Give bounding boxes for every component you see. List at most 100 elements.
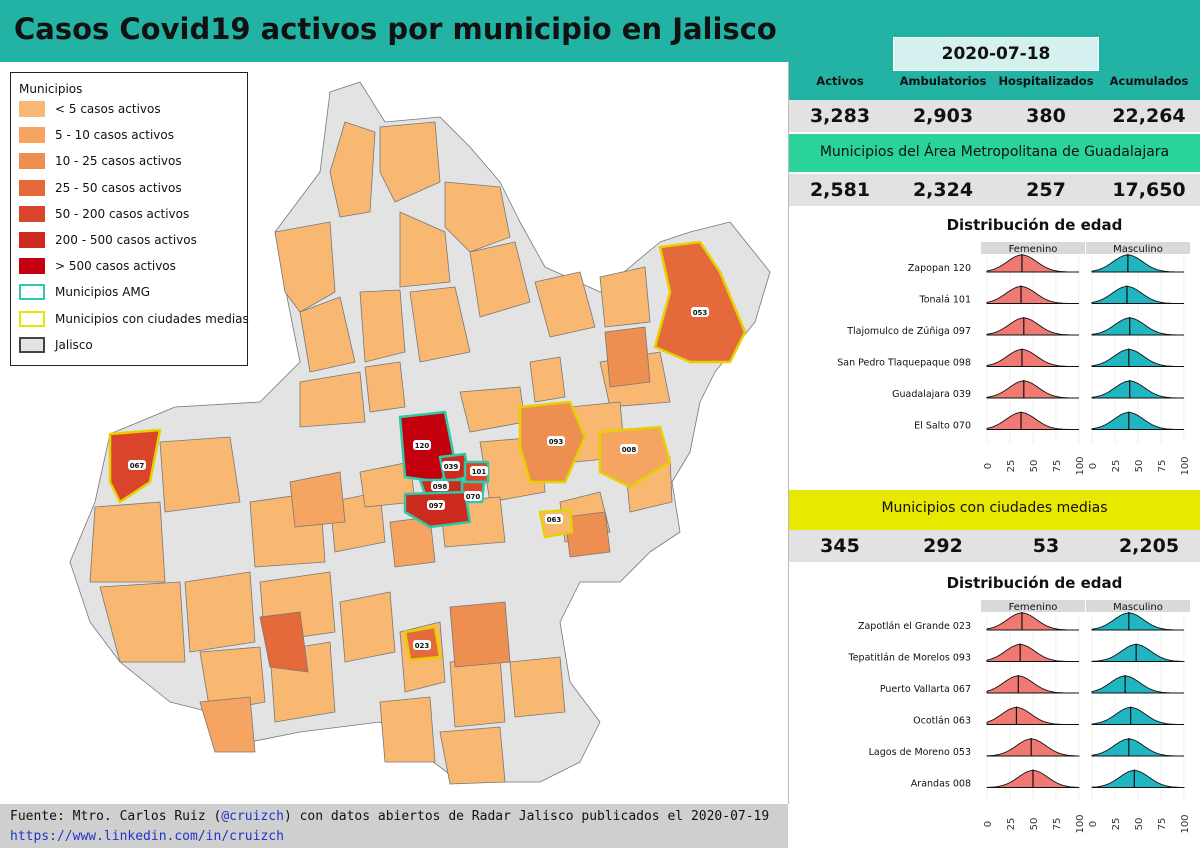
facet-label: Masculino [1113, 244, 1163, 255]
medias-chart-title: Distribución de edad [946, 574, 1123, 592]
map-label-bg [442, 461, 460, 471]
facet-label: Femenino [1009, 602, 1058, 613]
x-tick-label: 75 [1052, 818, 1063, 831]
legend-swatch [19, 310, 45, 327]
jalisco-map[interactable]: 120 039 101 098 070 097 093 008 053 067 063 023 [0, 62, 788, 804]
density-femenino [986, 380, 1079, 399]
density-femenino [986, 317, 1079, 336]
linkedin-link[interactable]: https://www.linkedin.com/in/cruizch [10, 829, 284, 844]
legend-label: 200 - 500 casos activos [55, 233, 197, 247]
legend-swatch [19, 258, 45, 275]
map-region-mid-high [259, 611, 309, 673]
amg-age-chart: Distribución de edad Femenino 0 25 50 75 100 M… [789, 208, 1200, 490]
legend-swatch [19, 284, 45, 301]
amg-activos: 2,581 [809, 179, 871, 201]
row-label: Zapotlán el Grande 023 [858, 621, 971, 632]
facet-strip [1086, 600, 1190, 612]
x-tick-label: 50 [1029, 460, 1040, 473]
density-masculino [1091, 349, 1184, 367]
row-label: Tonalá 101 [919, 295, 971, 306]
map-medium-cities [108, 240, 747, 662]
density-masculino [1091, 254, 1184, 273]
x-tick-label: 25 [1006, 818, 1017, 831]
map-label-008: 008 [622, 446, 637, 454]
map-label-120: 120 [415, 442, 430, 450]
density-masculino [1091, 412, 1184, 430]
row-label: Tepatitlán de Morelos 093 [848, 653, 971, 664]
legend-swatch [19, 336, 45, 353]
medias-band: Municipios con ciudades medias [789, 490, 1200, 530]
row-label: Ocotlán 063 [913, 716, 971, 727]
density-femenino [986, 254, 1079, 273]
footer: Fuente: Mtro. Carlos Ruiz (@cruizch) con… [0, 804, 788, 848]
density-femenino [986, 738, 1080, 757]
x-tick-label: 25 [1006, 460, 1017, 473]
x-tick-label: 100 [1075, 814, 1086, 833]
legend-swatch [19, 205, 45, 222]
map-label-bg [128, 460, 146, 470]
date-label: 2020-07-18 [941, 44, 1051, 64]
medias-acumulados: 2,205 [1118, 535, 1180, 557]
x-tick-label: 100 [1075, 456, 1086, 475]
legend-swatch [19, 101, 45, 117]
map-label-093: 093 [549, 438, 564, 446]
facet-label: Femenino [1009, 244, 1058, 255]
density-masculino [1091, 644, 1185, 662]
density-masculino [1091, 707, 1184, 725]
x-tick-label: 50 [1029, 818, 1040, 831]
header-acumulados: Acumulados [1109, 74, 1189, 88]
density-femenino [986, 412, 1079, 430]
twitter-link[interactable]: @cruizch [221, 809, 284, 824]
map-label-bg [427, 500, 445, 510]
amg-hospitalizados: 257 [1026, 179, 1066, 201]
map-label-063: 063 [547, 516, 562, 524]
row-label: Lagos de Moreno 053 [869, 747, 971, 758]
legend-label: < 5 casos activos [55, 102, 161, 116]
row-label: Puerto Vallarta 067 [880, 684, 971, 695]
legend-label: Jalisco [55, 337, 93, 352]
source-note: Fuente: Mtro. Carlos Ruiz (@cruizch) con… [10, 809, 769, 824]
facet-label: Masculino [1113, 602, 1163, 613]
x-tick-label: 25 [1111, 460, 1122, 473]
map-label-bg [413, 640, 431, 650]
amg-stats-row: 2,581 2,324 257 17,650 [789, 174, 1200, 206]
medias-hospitalizados: 53 [1032, 535, 1060, 557]
density-femenino [986, 644, 1079, 662]
legend-title: Municipios [19, 82, 83, 96]
legend-swatch [19, 153, 45, 170]
x-tick-label: 25 [1111, 818, 1122, 831]
map-label-053: 053 [693, 309, 708, 317]
x-tick-label: 100 [1180, 456, 1191, 475]
medias-ambulatorios: 292 [923, 535, 963, 557]
legend-label: 25 - 50 casos activos [55, 180, 182, 195]
medias-age-chart: Distribución de edad Femenino 0 25 50 75 100 M… [789, 566, 1200, 848]
density-masculino [1091, 380, 1184, 399]
x-tick-label: 0 [1088, 463, 1099, 469]
map-label-bg [691, 307, 709, 317]
legend-label: Municipios AMG [55, 285, 151, 300]
jalisco-activos: 3,283 [809, 105, 871, 127]
row-label: El Salto 070 [914, 421, 971, 432]
density-femenino [986, 286, 1079, 304]
density-femenino [986, 707, 1079, 725]
amg-ridgeline-svg: Femenino 0 25 50 75 100 Masculino 0 25 50 75 100 Zap… [837, 242, 1191, 476]
map-region-mid-low [199, 471, 436, 753]
density-masculino [1091, 317, 1184, 336]
page-title: Casos Covid19 activos por municipio en J… [14, 12, 777, 46]
amg-ambulatorios: 2,324 [912, 179, 974, 201]
legend-label: 5 - 10 casos activos [55, 128, 174, 143]
medias-ridgeline-svg: Femenino 0 25 50 75 100 Masculino 0 25 50 75 100 Zap… [848, 600, 1191, 834]
jalisco-hospitalizados: 380 [1026, 105, 1066, 127]
map-label-bg [545, 514, 563, 524]
date-badge: 2020-07-18 [893, 37, 1099, 71]
map-label-101: 101 [472, 468, 487, 476]
legend-swatch [19, 232, 45, 248]
legend-label: > 500 casos activos [55, 259, 176, 274]
legend-swatch [19, 127, 45, 144]
facet-strip [981, 600, 1085, 612]
map-label-098: 098 [433, 483, 448, 491]
jalisco-stats-row: 3,283 2,903 380 22,264 [789, 100, 1200, 132]
x-tick-label: 0 [983, 463, 994, 469]
header-activos: Activos [816, 74, 864, 88]
amg-acumulados: 17,650 [1112, 179, 1186, 201]
